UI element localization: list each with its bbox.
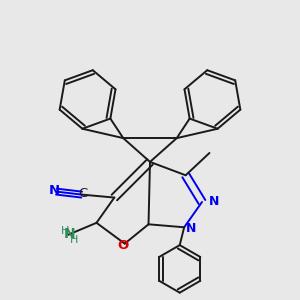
Text: O: O <box>118 238 129 252</box>
Text: H: H <box>61 226 69 236</box>
Text: N: N <box>186 222 196 235</box>
Text: H: H <box>70 235 78 245</box>
Text: N: N <box>208 195 219 208</box>
Text: N: N <box>48 184 60 196</box>
Text: N: N <box>64 227 76 241</box>
Text: C: C <box>79 187 88 200</box>
